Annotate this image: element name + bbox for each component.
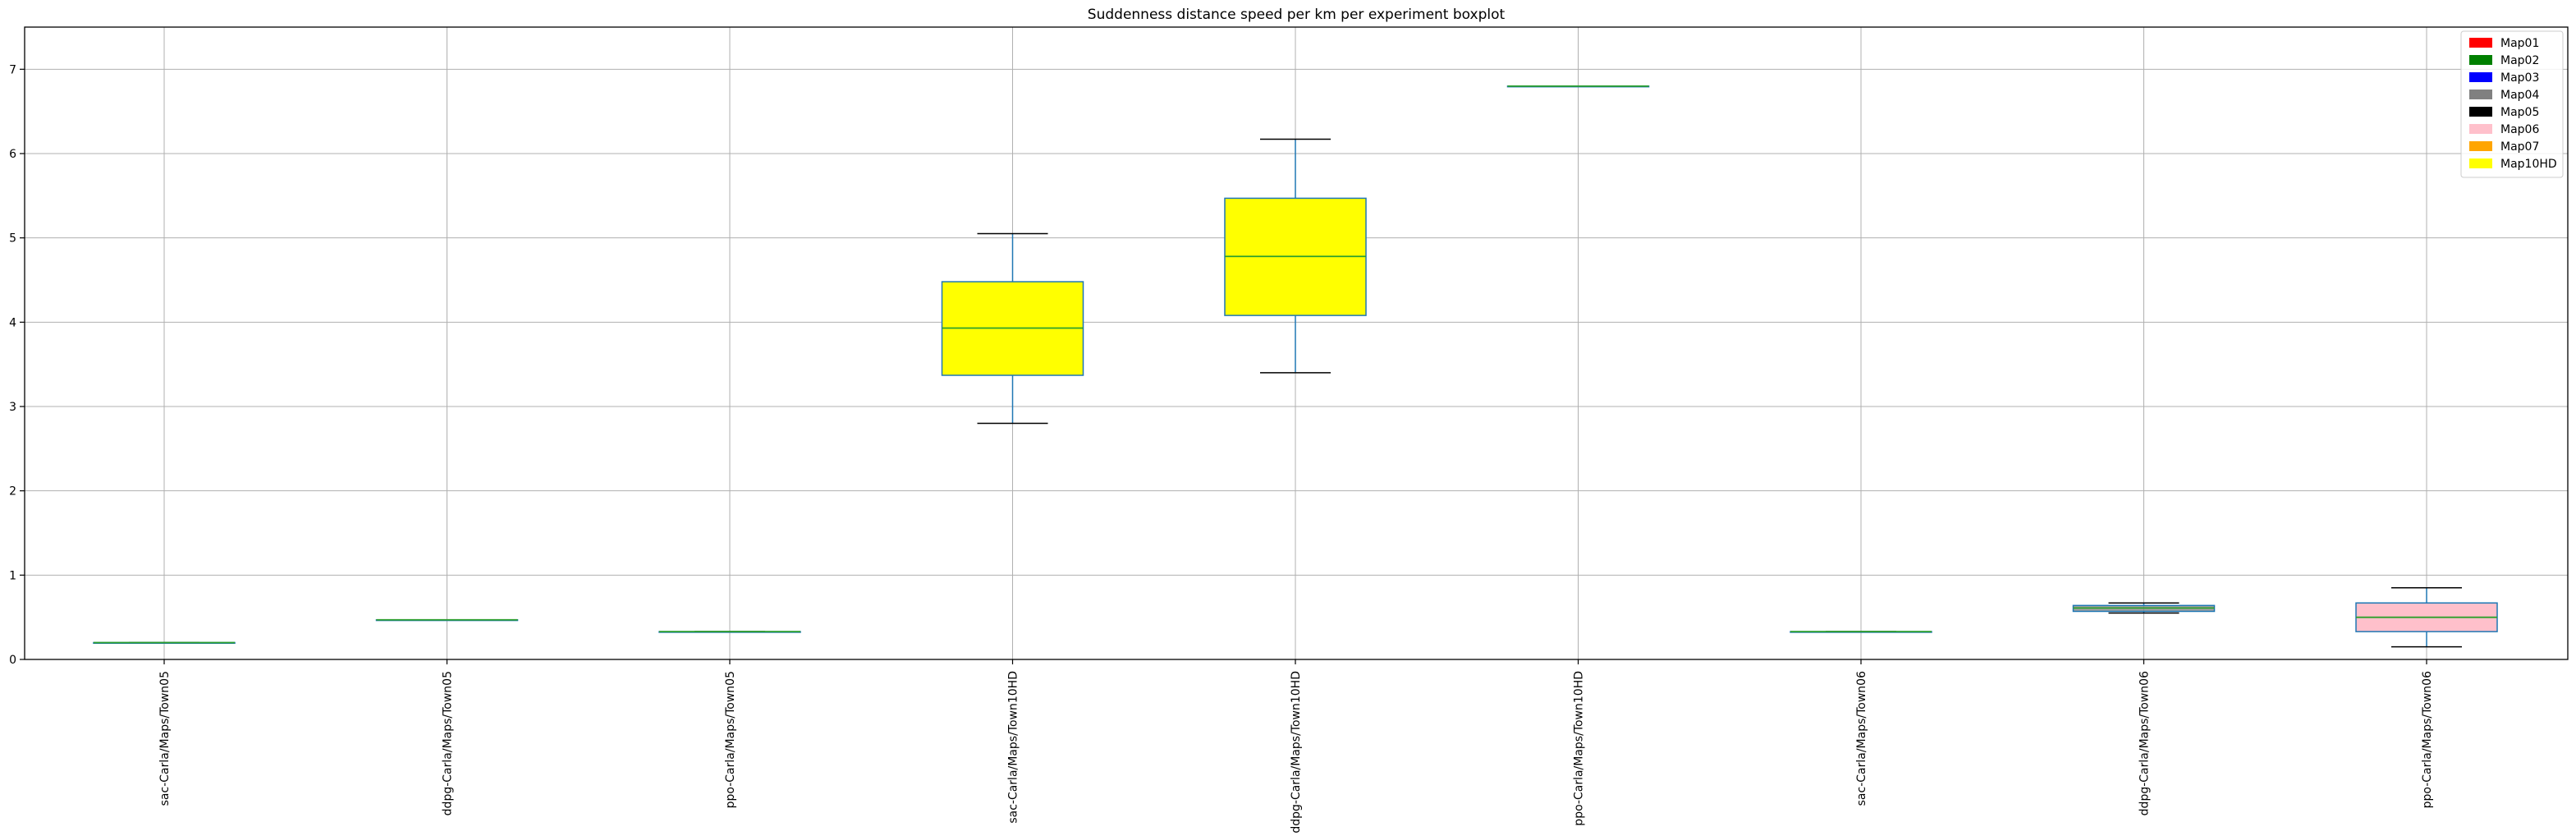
x-tick-label: ddpg-Carla/Maps/Town05 [442,671,455,815]
box-ddpg-Carla/Maps/Town05 [375,618,519,622]
x-tick-label: ppo-Carla/Maps/Town06 [2421,671,2434,808]
legend-label-map10hd: Map10HD [2500,158,2557,171]
box-ppo-Carla/Maps/Town06 [2355,586,2498,648]
y-tick-label: 3 [9,401,16,414]
x-tick-label: ddpg-Carla/Maps/Town10HD [1290,671,1303,834]
y-tick-label: 7 [9,63,16,76]
y-tick-label: 0 [9,654,16,667]
plot-area-frame [24,26,2569,660]
legend-label-map05: Map05 [2500,106,2539,119]
box-sac-Carla/Maps/Town10HD [941,232,1084,425]
x-tick-label: ppo-Carla/Maps/Town05 [724,671,737,808]
legend-label-map04: Map04 [2500,89,2539,102]
legend-label-map07: Map07 [2500,140,2539,154]
legend-label-map03: Map03 [2500,71,2539,85]
y-axis: 0 1 2 3 4 5 6 7 [9,63,25,667]
x-tick-label: sac-Carla/Maps/Town06 [1855,671,1868,806]
box-sac-Carla/Maps/Town05 [93,641,236,645]
y-tick-label: 6 [9,148,16,161]
legend-swatch-map07 [2469,141,2492,151]
x-tick-label: sac-Carla/Maps/Town10HD [1007,671,1020,824]
legend-box [2460,30,2564,178]
legend-label-map01: Map01 [2500,37,2539,50]
legend-swatch-map04 [2469,90,2492,99]
legend-swatch-map03 [2469,72,2492,82]
legend-swatch-map06 [2469,124,2492,134]
legend: Map01 Map02 Map03 Map04 Map05 Map06 Map07 Map10… [2460,30,2564,178]
y-tick-label: 1 [9,569,16,582]
y-tick-label: 4 [9,316,16,329]
x-axis: sac-Carla/Maps/Town05 ddpg-Carla/Maps/Tow… [158,659,2434,834]
legend-swatch-map05 [2469,107,2492,117]
y-tick-label: 2 [9,485,16,498]
legend-swatch-map10hd [2469,158,2492,168]
legend-label-map06: Map06 [2500,123,2539,136]
chart-title: Suddenness distance speed per km per exp… [1088,7,1506,23]
box-ddpg-Carla/Maps/Town06 [2072,602,2216,614]
legend-swatch-map01 [2469,38,2492,48]
legend-label-map02: Map02 [2500,54,2539,67]
box-ppo-Carla/Maps/Town10HD [1506,85,1650,88]
x-tick-label: sac-Carla/Maps/Town05 [158,671,172,806]
x-tick-label: ddpg-Carla/Maps/Town06 [2138,671,2152,815]
box-ddpg-Carla/Maps/Town10HD [1224,138,1367,374]
x-tick-label: ppo-Carla/Maps/Town10HD [1573,671,1586,826]
legend-swatch-map02 [2469,55,2492,65]
box-series [93,85,2498,648]
y-tick-label: 5 [9,232,16,246]
